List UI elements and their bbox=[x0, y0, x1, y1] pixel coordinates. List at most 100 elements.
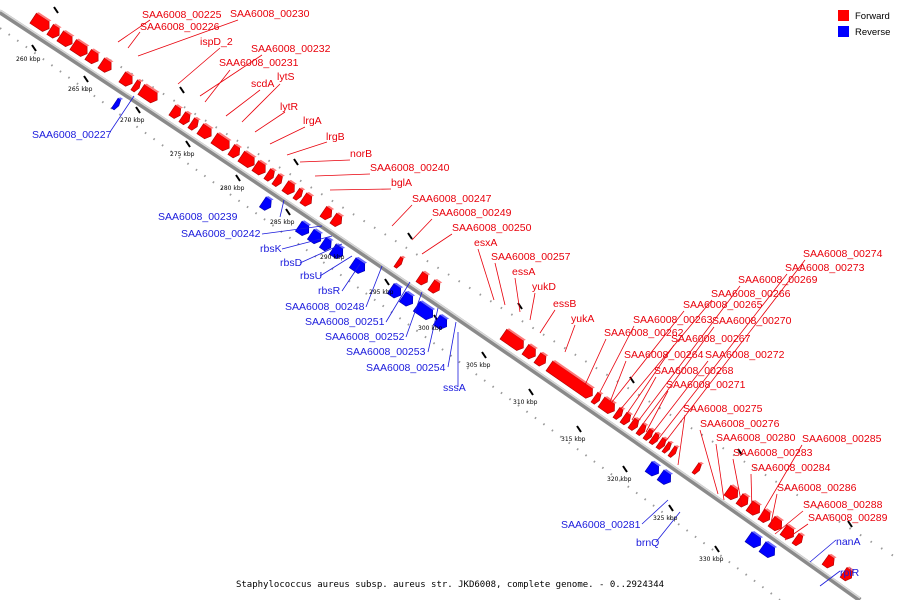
legend: Forward Reverse bbox=[838, 10, 890, 38]
gene-label: SAA6008_00283 bbox=[733, 447, 813, 459]
forward-gene bbox=[619, 411, 634, 426]
forward-gene bbox=[691, 461, 704, 475]
leader-line bbox=[299, 159, 351, 163]
leader-line bbox=[299, 243, 343, 264]
leader-line bbox=[385, 281, 411, 323]
leader-line bbox=[329, 188, 392, 191]
forward-gene bbox=[779, 523, 797, 540]
leader-line bbox=[529, 292, 536, 321]
gene-label: SAA6008_00284 bbox=[751, 462, 831, 474]
reverse-gene-labels: SAA6008_00227 SAA6008_00239 SAA6008_0024… bbox=[32, 129, 659, 549]
forward-gene bbox=[393, 255, 406, 269]
reverse-gene bbox=[328, 243, 346, 259]
forward-gene bbox=[648, 431, 662, 446]
forward-gene bbox=[299, 192, 315, 207]
legend-reverse-label: Reverse bbox=[855, 27, 890, 38]
leader-line bbox=[204, 69, 231, 103]
leader-line bbox=[625, 344, 675, 416]
leader-line bbox=[750, 473, 753, 513]
leader-line bbox=[635, 285, 741, 425]
reverse-gene bbox=[744, 531, 764, 549]
tick-mark bbox=[83, 75, 89, 83]
tick-marks bbox=[31, 6, 853, 553]
forward-gene bbox=[178, 110, 193, 126]
leader-line bbox=[784, 523, 809, 541]
gene-label: SAA6008_00266 bbox=[711, 288, 791, 300]
forward-gene bbox=[499, 328, 526, 351]
forward-gene bbox=[168, 104, 184, 119]
leader-line bbox=[774, 510, 804, 535]
tick-mark bbox=[528, 388, 534, 396]
gene-label: SAA6008_00273 bbox=[785, 262, 865, 274]
forward-gene bbox=[590, 391, 604, 405]
gene-label: lrgA bbox=[303, 115, 322, 127]
leader-line bbox=[365, 265, 383, 308]
forward-gene bbox=[735, 492, 751, 508]
tick-label: 290 kbp bbox=[320, 254, 345, 261]
tick-mark bbox=[179, 86, 185, 94]
leader-line bbox=[631, 376, 657, 421]
leader-line bbox=[477, 248, 495, 301]
gene-label: norB bbox=[350, 148, 372, 160]
tick-mark bbox=[481, 351, 487, 359]
gene-label: bglA bbox=[391, 177, 412, 189]
forward-gene bbox=[415, 270, 431, 286]
tick-label: 295 kbp bbox=[369, 289, 394, 296]
tick-label: 305 kbp bbox=[466, 362, 491, 369]
forward-gene bbox=[661, 440, 674, 454]
gene-label: SAA6008_00271 bbox=[666, 379, 746, 391]
forward-gene bbox=[251, 159, 268, 176]
gene-label: SAA6008_00270 bbox=[712, 315, 792, 327]
leader-line bbox=[177, 47, 221, 85]
gene-label: SAA6008_00232 bbox=[251, 43, 331, 55]
leader-line bbox=[757, 444, 803, 521]
tick-label: 265 kbp bbox=[68, 86, 93, 93]
forward-gene bbox=[533, 351, 549, 367]
leader-line bbox=[319, 255, 353, 277]
forward-gene-labels: SAA6008_00225 SAA6008_00226 SAA6008_0023… bbox=[140, 8, 888, 524]
tick-mark bbox=[668, 504, 674, 512]
forward-gene bbox=[627, 417, 642, 431]
forward-gene bbox=[187, 116, 201, 131]
reverse-gene bbox=[348, 256, 368, 274]
forward-gene bbox=[69, 38, 90, 57]
gene-label: yukA bbox=[571, 313, 594, 325]
leader-line bbox=[599, 325, 635, 393]
legend-reverse-swatch bbox=[838, 26, 849, 37]
gene-label: lrgB bbox=[326, 131, 345, 143]
forward-gene bbox=[635, 422, 649, 436]
forward-gene bbox=[612, 406, 626, 420]
gene-label: brnQ bbox=[636, 537, 659, 549]
gene-label: SAA6008_00226 bbox=[140, 21, 220, 33]
gene-label: nanA bbox=[836, 536, 861, 548]
tick-label: 310 kbp bbox=[513, 399, 538, 406]
forward-gene bbox=[723, 484, 741, 501]
gene-label: rbsR bbox=[318, 285, 341, 297]
tick-label: 300 kbp bbox=[418, 325, 443, 332]
leader-line bbox=[819, 570, 841, 587]
tick-label: 270 kbp bbox=[120, 117, 145, 124]
forward-gene bbox=[292, 187, 306, 201]
leader-line bbox=[199, 54, 263, 97]
gene-label: SAA6008_00265 bbox=[683, 299, 763, 311]
forward-gene bbox=[210, 132, 232, 152]
forward-gene bbox=[821, 553, 837, 569]
tick-label: 330 kbp bbox=[699, 556, 724, 563]
gene-label: SAA6008_00269 bbox=[738, 274, 818, 286]
tick-mark bbox=[622, 465, 628, 473]
gene-label: ispD_2 bbox=[200, 36, 233, 48]
forward-gene bbox=[271, 173, 285, 187]
gene-label: SAA6008_00289 bbox=[808, 512, 888, 524]
leader-line bbox=[584, 338, 607, 386]
forward-gene bbox=[130, 78, 144, 93]
gene-label: SAA6008_00272 bbox=[705, 349, 785, 361]
leader-line bbox=[241, 83, 281, 123]
legend-forward-label: Forward bbox=[855, 11, 890, 22]
gene-label: SAA6008_00274 bbox=[803, 248, 883, 260]
reverse-gene bbox=[386, 282, 404, 299]
gene-label: rbsU bbox=[300, 270, 322, 282]
leader-line bbox=[261, 225, 323, 235]
gene-label: essA bbox=[512, 266, 535, 278]
forward-gene bbox=[281, 179, 297, 195]
leader-line bbox=[286, 141, 328, 156]
